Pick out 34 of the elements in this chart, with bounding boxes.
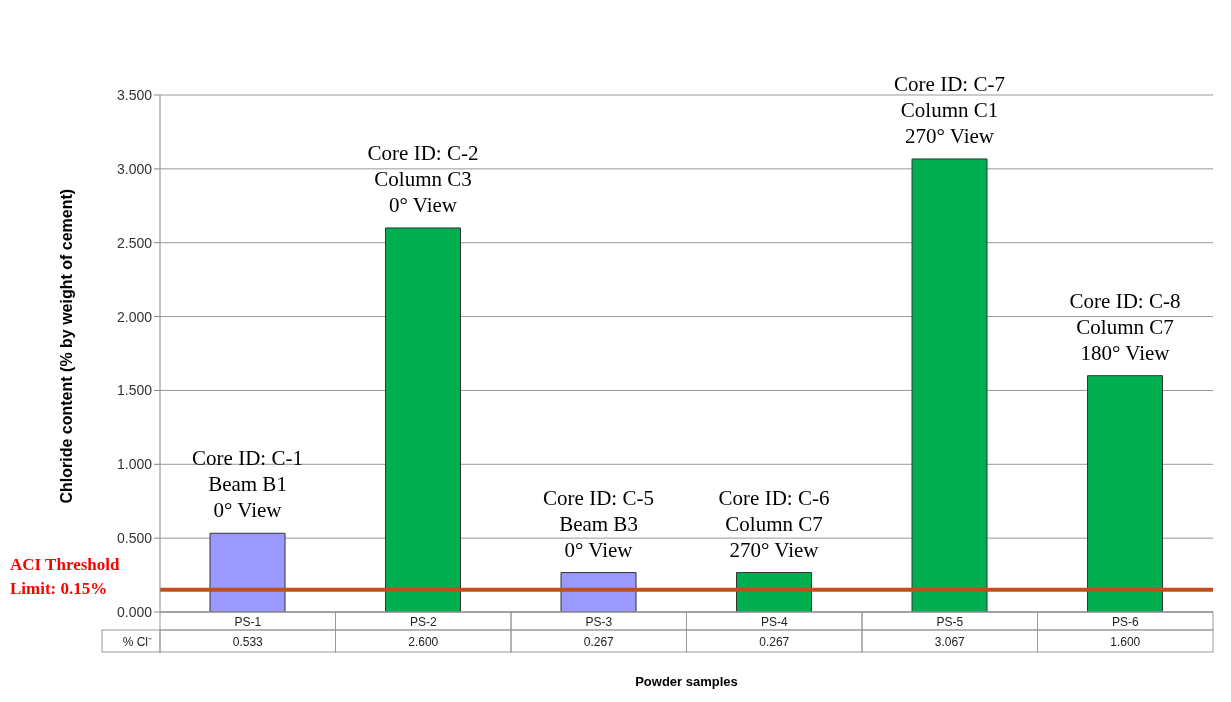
bar [1087,375,1164,612]
x-axis-title: Powder samples [635,674,738,689]
y-tick-label: 3.500 [116,86,153,103]
data-label: 0.267 [583,635,615,649]
bar [209,532,286,612]
text: % Cl⁻ [122,635,152,649]
y-tick-label: 2.500 [116,234,153,251]
y-tick-label: 0.500 [116,530,153,547]
data-label: 0.267 [759,635,790,649]
y-tick-label: 3.000 [116,160,153,177]
data-label: 1.600 [1110,635,1141,649]
annotation: Core ID: C-5 Beam B3 0° View [543,485,654,562]
y-tick-label: 2.000 [116,308,153,325]
bar [911,158,988,612]
x-tick-label: PS-3 [585,615,613,629]
y-tick-label: 1.000 [116,456,153,473]
data-label: 3.067 [934,635,966,649]
annotation: Core ID: C-2 Column C3 0° View [367,140,479,217]
ref-line-label: ACI Threshold Limit: 0.15% [10,554,120,598]
x-tick-label: PS-2 [409,615,437,629]
y-axis-title: Chloride content (% by weight of cement) [57,188,75,504]
annotation: Core ID: C-1 Beam B1 0° View [192,446,303,523]
data-label: 0.533 [232,635,264,649]
y-tick-label: 0.000 [116,603,153,620]
data-label: 2.600 [408,635,439,649]
y-tick-label: 1.500 [116,382,153,399]
x-tick-label: PS-4 [760,615,788,629]
x-tick-label: PS-5 [936,615,964,629]
x-tick-label: PS-6 [1111,615,1139,629]
annotation: Core ID: C-8 Column C7 180° View [1069,288,1181,365]
x-tick-label: PS-1 [234,615,262,629]
annotation: Core ID: C-7 Column C1 270° View [894,71,1005,148]
bar [385,227,462,612]
annotation: Core ID: C-6 Column C7 270° View [718,485,830,562]
